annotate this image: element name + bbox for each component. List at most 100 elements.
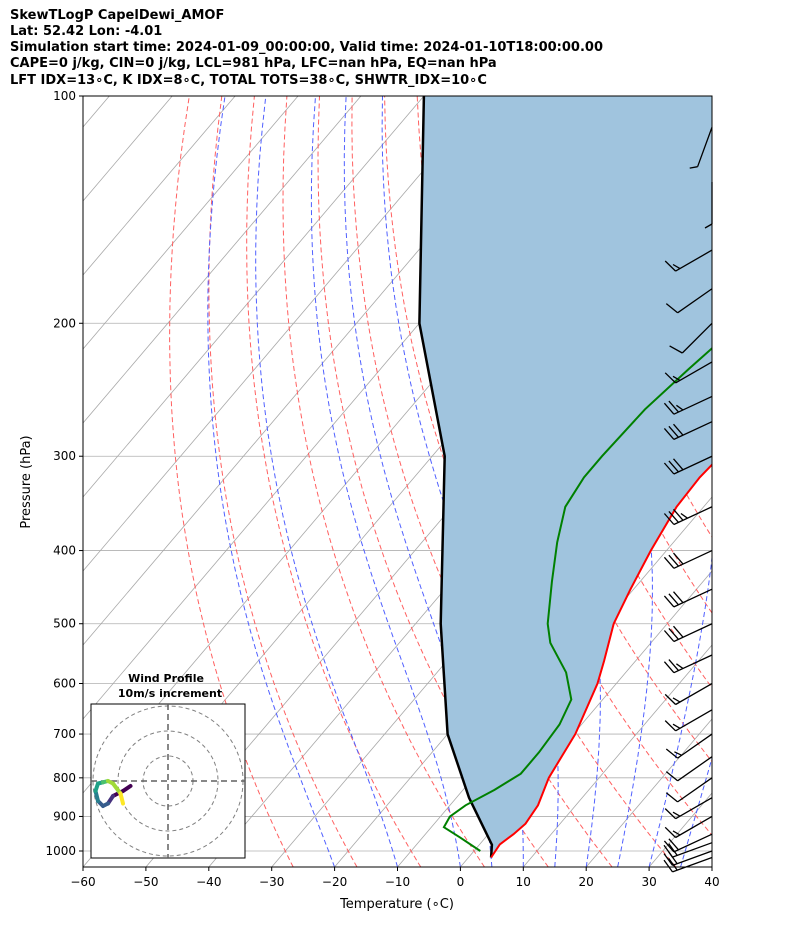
barb-flag	[668, 593, 679, 606]
dewpoint-line	[442, 346, 712, 852]
barb-flag	[673, 423, 684, 436]
dry-adiabat	[208, 96, 358, 867]
wind-barb	[663, 654, 713, 674]
x-tick-label: −20	[322, 875, 347, 889]
barb-staff	[675, 815, 713, 839]
barb-flag	[672, 697, 681, 703]
cape-cin-shading	[419, 96, 712, 858]
barb-flag	[673, 552, 684, 565]
y-tick-label: 800	[53, 771, 76, 785]
y-axis-label: Pressure (hPa)	[19, 435, 34, 528]
barb-flag	[668, 510, 679, 523]
wind-barb	[663, 850, 713, 867]
barb-flag	[663, 859, 674, 873]
cape-line: CAPE=0 j/kg, CIN=0 j/kg, LCL=981 hPa, LF…	[10, 56, 497, 71]
barb-flag	[665, 748, 679, 759]
y-tick-label: 700	[53, 727, 76, 741]
barb-flag	[663, 661, 675, 674]
barb-staff	[677, 288, 713, 314]
profile-lines	[418, 96, 712, 859]
barb-flag	[663, 844, 674, 858]
x-tick-label: −60	[70, 875, 95, 889]
moist-adiabat	[381, 96, 524, 867]
barb-staff	[677, 777, 713, 803]
barb-flag	[668, 400, 679, 413]
barb-staff	[673, 588, 713, 608]
barb-flag	[663, 853, 674, 866]
wind-barb	[665, 733, 713, 759]
barb-flag	[668, 843, 678, 856]
barb-staff	[677, 756, 713, 782]
barb-staff	[673, 395, 713, 415]
dry-adiabat	[282, 96, 485, 867]
x-tick-label: −30	[259, 875, 284, 889]
wind-barb	[664, 682, 713, 706]
hodograph-segment	[111, 781, 123, 796]
inset-title-1: Wind Profile	[128, 672, 204, 685]
barb-flag	[668, 460, 679, 473]
wind-barb	[663, 395, 713, 415]
barb-flag	[668, 858, 678, 871]
simulation-time-line: Simulation start time: 2024-01-09_00:00:…	[10, 40, 603, 55]
barb-flag	[673, 458, 684, 471]
wind-barb	[664, 249, 713, 272]
wind-barb	[664, 815, 713, 839]
barb-staff	[673, 421, 713, 440]
barb-flag	[689, 166, 698, 169]
barb-staff	[675, 682, 713, 706]
isotherm-line	[83, 96, 299, 350]
barb-staff	[672, 856, 713, 873]
location-line: Lat: 52.42 Lon: -4.01	[10, 24, 163, 39]
barb-staff	[673, 549, 713, 569]
dry-adiabat	[481, 96, 712, 689]
y-tick-label: 300	[53, 449, 76, 463]
inset-title-2: 10m/s increment	[118, 687, 222, 700]
y-tick-label: 400	[53, 544, 76, 558]
barb-staff	[681, 322, 713, 354]
wind-barb	[663, 623, 713, 643]
barb-flag	[663, 462, 675, 475]
x-tick-label: −50	[133, 875, 158, 889]
temperature-line	[490, 463, 712, 859]
moist-adiabat	[255, 96, 398, 867]
dry-adiabat	[743, 96, 794, 867]
barb-flag	[663, 556, 675, 569]
barb-flag	[704, 223, 713, 229]
wind-barb	[665, 777, 713, 803]
barb-flag	[663, 595, 675, 608]
y-tick-label: 900	[53, 809, 76, 823]
barb-flag	[668, 659, 679, 672]
barb-flag	[665, 303, 679, 314]
x-axis-label: Temperature (∘C)	[339, 897, 454, 912]
isotherm-line	[83, 96, 236, 276]
barb-flag	[664, 372, 677, 384]
barb-flag	[673, 591, 684, 604]
barb-staff	[675, 709, 713, 732]
barb-staff	[673, 654, 713, 674]
barb-flag	[664, 260, 677, 272]
hodograph-ring	[117, 730, 219, 832]
barb-flag	[663, 402, 675, 415]
wind-barb	[669, 322, 713, 354]
barb-staff	[675, 249, 713, 272]
x-tick-label: 30	[641, 875, 656, 889]
barb-staff	[677, 733, 713, 759]
isotherm-line	[83, 96, 362, 424]
wind-barb	[664, 361, 713, 384]
wind-barb	[665, 288, 713, 314]
x-tick-label: −40	[196, 875, 221, 889]
barb-flag	[673, 508, 684, 521]
wind-barb	[663, 421, 713, 440]
isotherm-line	[711, 866, 712, 867]
barb-flag	[672, 263, 681, 270]
y-tick-label: 100	[53, 89, 76, 103]
indices-line: LFT IDX=13∘C, K IDX=8∘C, TOTAL TOTS=38∘C…	[10, 73, 487, 88]
barb-flag	[665, 792, 679, 803]
inset-plot	[91, 704, 245, 858]
x-tick-label: 0	[457, 875, 465, 889]
dry-adiabat	[246, 96, 422, 867]
barb-flag	[663, 513, 675, 525]
wind-barb	[663, 856, 713, 873]
